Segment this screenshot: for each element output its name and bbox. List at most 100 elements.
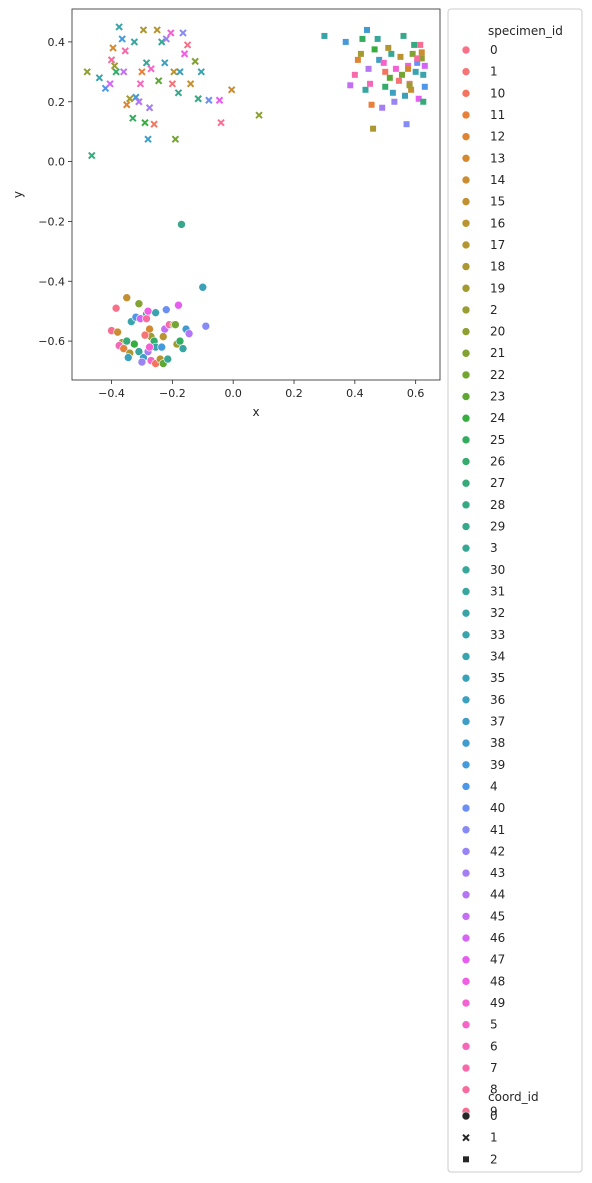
- data-point: [421, 83, 428, 90]
- legend-swatch: [461, 175, 471, 185]
- legend-swatch: [461, 435, 471, 445]
- data-point: [162, 35, 170, 43]
- legend-entry-label: 0: [490, 43, 498, 57]
- legend-swatch: [461, 977, 471, 986]
- data-point: [215, 96, 224, 104]
- legend-entry-label: 9: [490, 1104, 498, 1118]
- legend-swatch: [461, 262, 471, 271]
- data-point: [364, 26, 371, 33]
- data-point: [110, 62, 119, 70]
- legend-style-label: 0: [490, 1109, 498, 1123]
- legend-entry-label: 30: [490, 563, 505, 577]
- legend-swatch: [461, 933, 471, 943]
- legend-entry-label: 6: [490, 1039, 498, 1053]
- data-point: [171, 135, 180, 143]
- data-point: [178, 344, 188, 353]
- legend-entry-label: 46: [490, 931, 505, 945]
- data-point: [142, 59, 151, 67]
- data-point: [109, 44, 117, 52]
- legend-style-label: 2: [490, 1152, 498, 1166]
- legend-style-entries: 0 1 2: [461, 1109, 498, 1166]
- data-point: [119, 344, 129, 353]
- data-point: [191, 57, 199, 66]
- legend-entry-label: 33: [490, 628, 505, 642]
- data-point: [157, 342, 167, 352]
- legend-entry-label: 18: [490, 260, 505, 274]
- legend-entry-label: 34: [490, 649, 505, 663]
- data-point: [227, 86, 236, 94]
- legend-entry-label: 35: [490, 671, 505, 685]
- data-point: [145, 342, 154, 352]
- legend-entry-label: 1: [490, 65, 498, 79]
- data-point: [118, 35, 126, 43]
- data-point: [186, 80, 195, 88]
- data-point: [359, 35, 366, 42]
- legend-swatch: [461, 760, 471, 770]
- data-point: [138, 68, 146, 76]
- data-point: [158, 38, 166, 46]
- data-point: [183, 41, 192, 49]
- legend-entry-label: 21: [490, 346, 505, 360]
- data-point: [374, 35, 381, 42]
- legend-swatch: [461, 1020, 471, 1029]
- legend-entry-label: 29: [490, 520, 505, 534]
- legend-entry-label: 4: [490, 779, 498, 793]
- legend-swatch: [461, 890, 471, 900]
- data-point: [397, 53, 404, 60]
- legend-entry-label: 47: [490, 953, 505, 967]
- data-point: [168, 80, 177, 88]
- data-point: [415, 95, 422, 102]
- legend-entry-label: 12: [490, 130, 505, 144]
- data-point: [132, 93, 140, 101]
- legend-entry-label: 45: [490, 909, 505, 923]
- data-point: [382, 68, 389, 75]
- data-point: [112, 68, 120, 76]
- data-point: [406, 82, 413, 89]
- data-point: [161, 59, 169, 67]
- data-point: [370, 125, 377, 132]
- data-point: [389, 89, 396, 96]
- data-point: [176, 68, 184, 76]
- legend: specimen_id 0110111213141516171819220212…: [447, 8, 583, 1173]
- y-tick-label: 0.2: [48, 96, 66, 109]
- data-point: [123, 353, 133, 362]
- legend-swatch: [461, 847, 471, 856]
- legend-swatch: [461, 478, 471, 488]
- legend-entry-label: 5: [490, 1018, 498, 1032]
- data-point: [371, 46, 378, 53]
- data-point: [414, 59, 421, 66]
- data-point: [122, 336, 132, 346]
- legend-swatch: [461, 717, 471, 726]
- legend-entry-label: 42: [490, 844, 505, 858]
- y-tick-label: −0.4: [38, 275, 65, 288]
- legend-swatch: [461, 1042, 471, 1051]
- legend-swatch: [461, 392, 471, 401]
- y-tick-label: −0.2: [38, 215, 65, 228]
- legend-entry-label: 40: [490, 801, 505, 815]
- legend-entry-label: 48: [490, 974, 505, 988]
- y-tick-label: −0.6: [38, 335, 65, 348]
- data-point: [420, 98, 427, 105]
- data-point: [158, 332, 168, 341]
- legend-swatch: [461, 1085, 471, 1094]
- legend-swatch: [461, 500, 471, 510]
- data-point: [167, 29, 175, 37]
- data-point: [151, 308, 160, 317]
- legend-swatch: [461, 327, 471, 336]
- data-point: [153, 26, 161, 34]
- plot-area-frame: [71, 8, 441, 381]
- legend-swatch: [461, 998, 471, 1008]
- legend-hue-title: specimen_id: [488, 24, 563, 38]
- legend-entry-label: 24: [490, 411, 505, 425]
- legend-swatch: [461, 543, 471, 553]
- data-point: [418, 49, 425, 56]
- data-point: [409, 50, 416, 57]
- data-point: [398, 71, 405, 78]
- legend-entry-label: 31: [490, 585, 505, 599]
- data-point: [174, 89, 183, 97]
- data-point: [198, 282, 208, 292]
- legend-entry-label: 23: [490, 390, 505, 404]
- legend-entry-label: 14: [490, 173, 505, 187]
- data-point: [123, 101, 131, 109]
